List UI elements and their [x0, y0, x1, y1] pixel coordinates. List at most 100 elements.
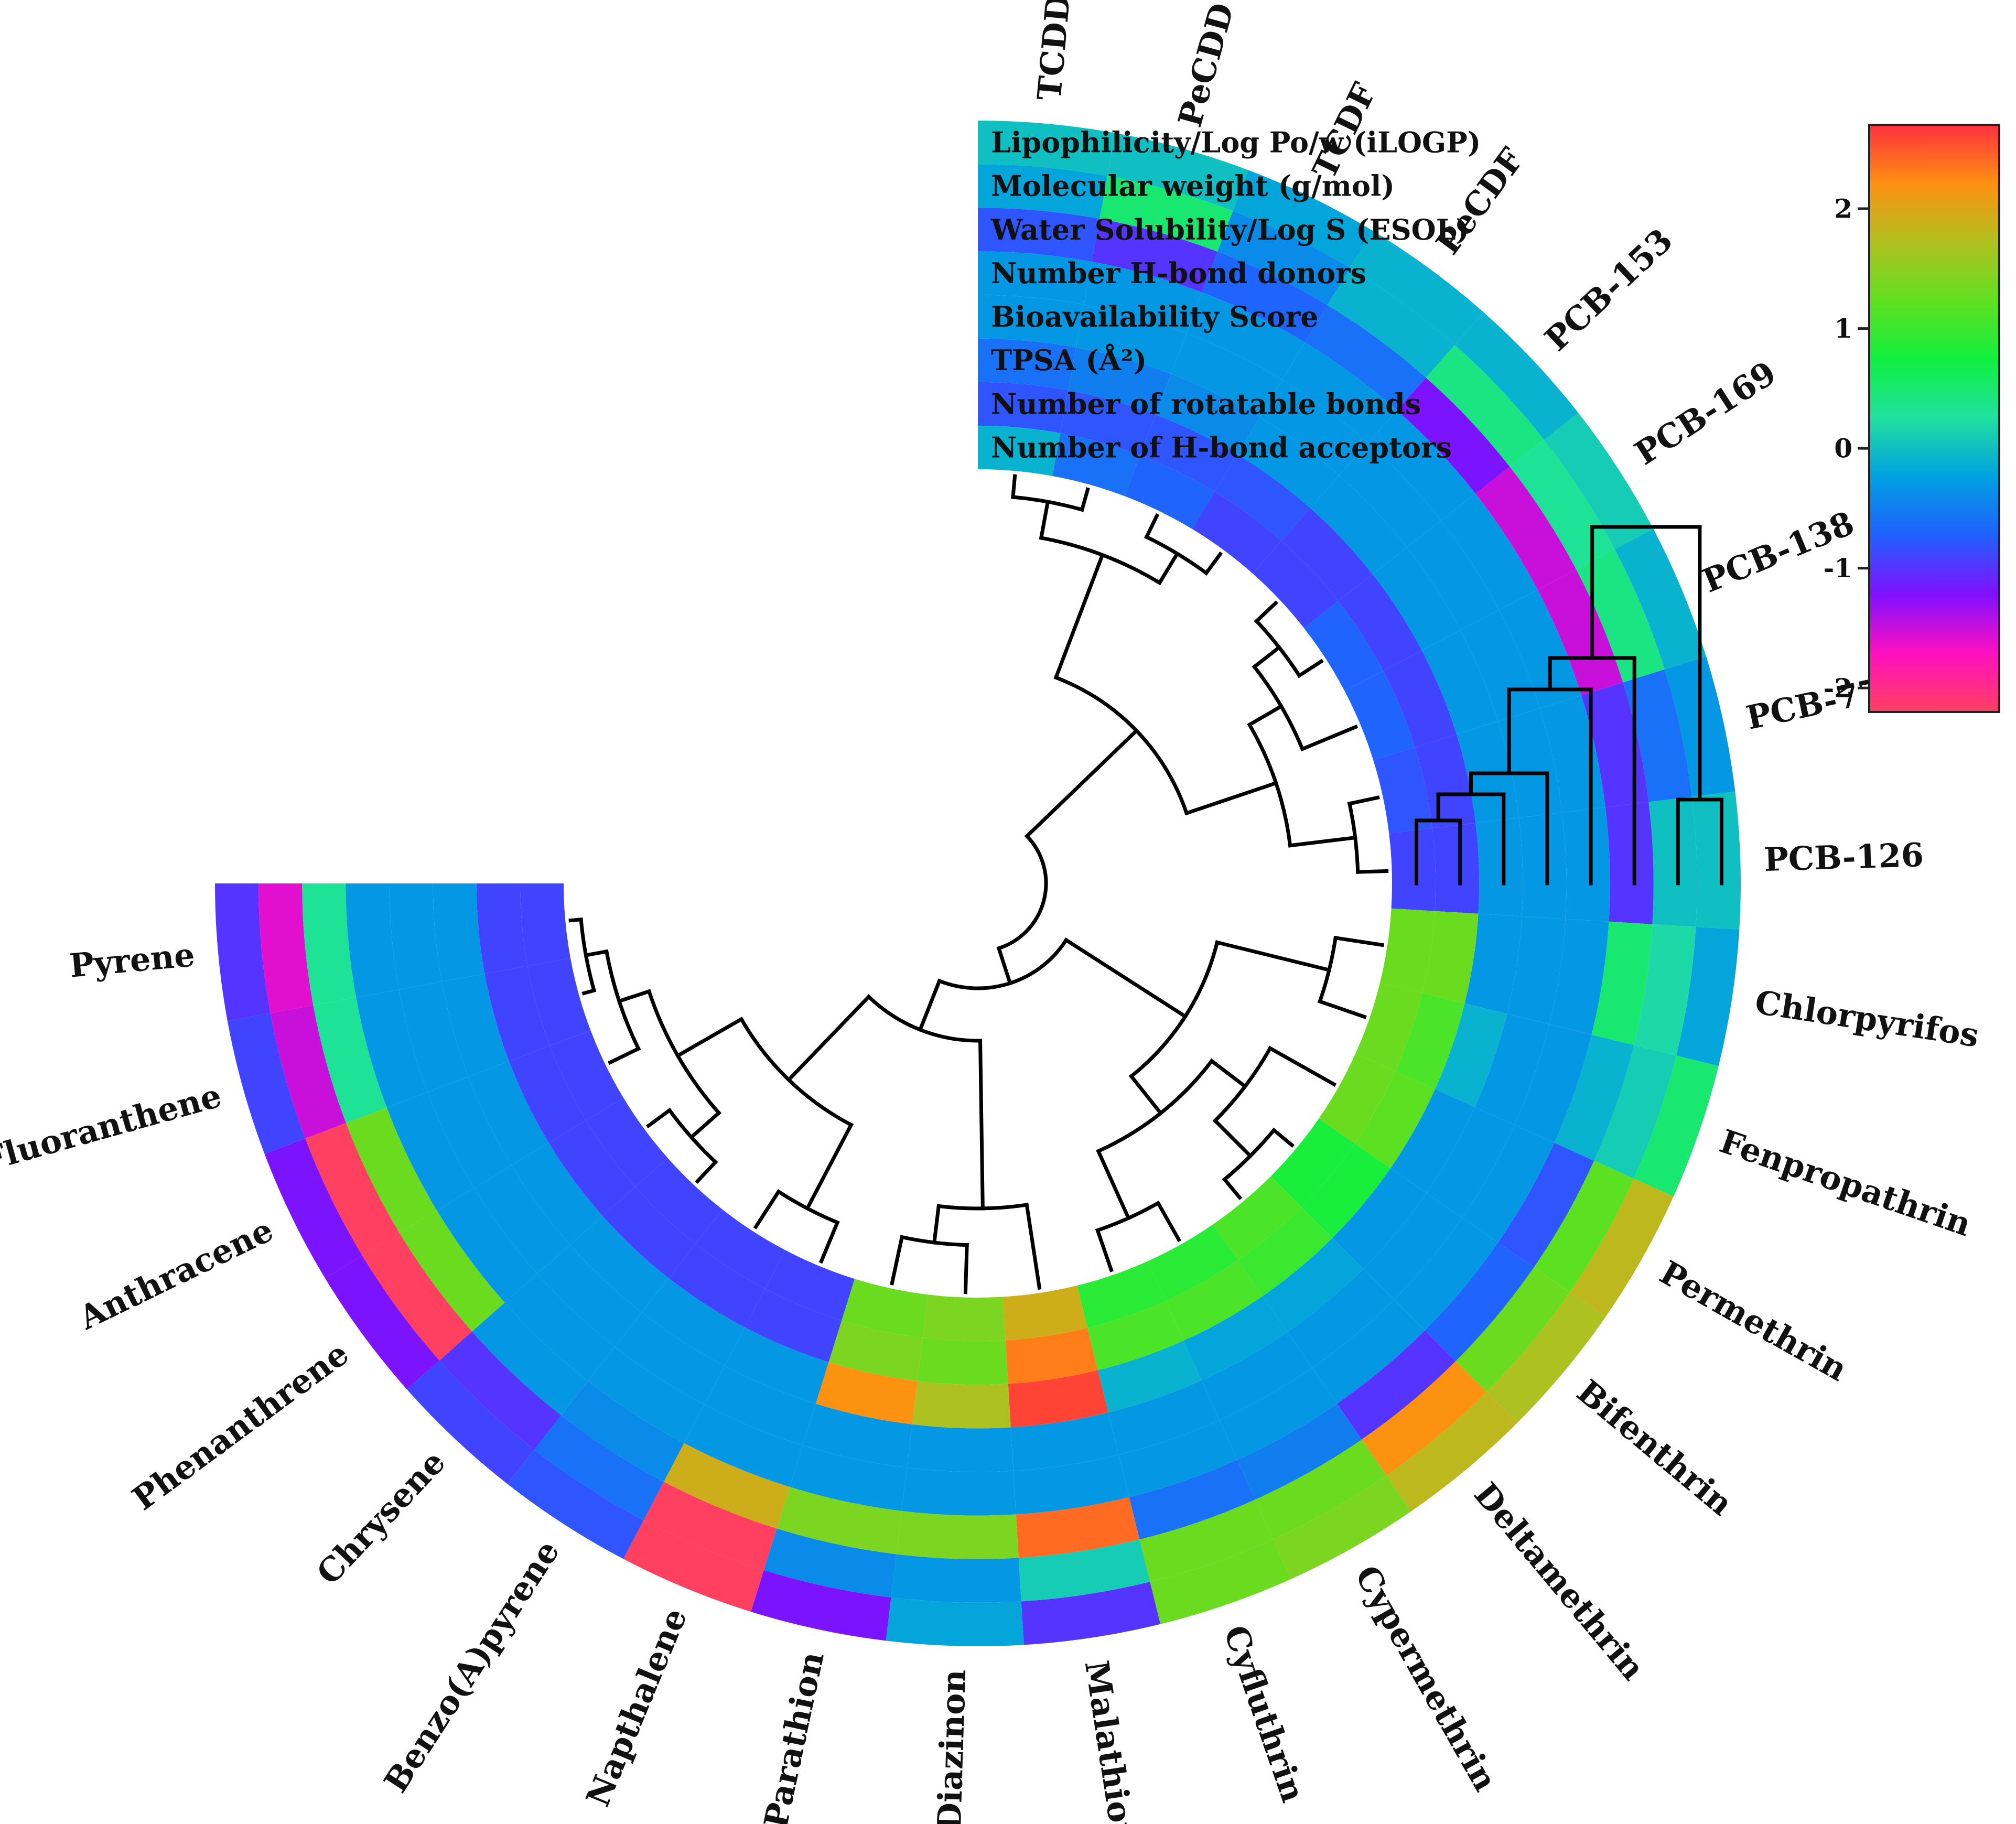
- heatmap-cell-pcb-153-4: [1368, 410, 1476, 521]
- heatmap-cell-anthracene-7: [509, 1045, 586, 1143]
- compound-label-anthracene: Anthracene: [73, 1211, 279, 1337]
- dendrogram-branch: [1080, 487, 1090, 512]
- heatmap-cell-diazinon-6: [912, 1381, 1011, 1429]
- heatmap-cell-fenpropathrin-5: [1474, 1013, 1549, 1125]
- heatmap-cell-napthalene-3: [664, 1443, 790, 1529]
- color-scale-bar: [1868, 124, 2000, 713]
- heatmap-cell-malathion-8: [1002, 1286, 1087, 1341]
- heatmap-cell-fenpropathrin-3: [1554, 1034, 1634, 1161]
- heatmap-cell-pcb-126-6: [1475, 817, 1523, 916]
- compound-label-cyfluthrin: Cyfluthrin: [1216, 1621, 1312, 1807]
- dendrogram-branch: [645, 1107, 672, 1129]
- heatmap-cell-tcdf-3: [1202, 251, 1328, 343]
- heatmap-cell-fluoranthene-7: [484, 966, 550, 1062]
- heatmap-cell-pcb-138-1: [1614, 528, 1707, 670]
- heatmap-cell-pcb-138-5: [1460, 610, 1540, 721]
- heatmap-cell-phenanthrene-7: [548, 1120, 635, 1216]
- heatmap-cell-pcb-77-3: [1581, 682, 1649, 807]
- variable-labels: Lipophilicity/Log Po/w (iLOGP) Molecular …: [990, 126, 1481, 465]
- heatmap-cell-pcb-153-3: [1397, 377, 1510, 494]
- dendrogram-branch: [1215, 940, 1332, 973]
- dendrogram-branch: [978, 1039, 985, 1211]
- heatmap-cell-tcdd-8: [978, 425, 1061, 476]
- heatmap-cell-pcb-138-8: [1344, 671, 1415, 760]
- heatmap-cell-deltamethrin-1: [1386, 1392, 1517, 1512]
- heatmap-cell-pcb-138-6: [1421, 630, 1498, 735]
- dendrogram-branch: [1209, 1058, 1248, 1089]
- heatmap-cell-bifenthrin-6: [1332, 1168, 1427, 1269]
- heatmap-cell-chlorpyrifos-5: [1507, 916, 1566, 1024]
- compound-label-benzo-a-pyrene: Benzo(A)pyrene: [376, 1534, 567, 1799]
- compound-label-tcdd: TCDD: [1030, 0, 1077, 102]
- heatmap-cell-fenpropathrin-6: [1435, 1003, 1507, 1107]
- heatmap-cell-tcdd-2: [978, 164, 1108, 219]
- dendrogram-branch: [818, 1220, 840, 1264]
- dendrogram-branch: [1297, 659, 1324, 678]
- dendrogram-branch: [608, 1046, 641, 1065]
- heatmap-cell-malathion-4: [1013, 1454, 1129, 1515]
- heatmap-cell-chrysene-1: [406, 1360, 534, 1484]
- dendrogram-branch: [1333, 935, 1385, 947]
- heatmap-cell-pcb-77-7: [1415, 734, 1476, 828]
- heatmap-cell-pecdd-2: [1099, 176, 1233, 252]
- heatmap-cell-parathion-8: [842, 1279, 928, 1338]
- heatmap-cell-diazinon-4: [901, 1467, 1016, 1516]
- dendrogram-branch: [918, 978, 942, 1032]
- heatmap-cell-pcb-153-8: [1252, 541, 1339, 628]
- heatmap-cell-bifenthrin-1: [1486, 1292, 1606, 1423]
- heatmap-cell-pyrene-4: [346, 883, 399, 998]
- dendrogram-branch: [1347, 795, 1380, 806]
- heatmap-cell-fenpropathrin-7: [1395, 992, 1465, 1089]
- heatmap-cell-tcdf-5: [1171, 333, 1282, 417]
- heatmap-cell-permethrin-8: [1319, 1053, 1396, 1143]
- heatmap-cell-pcb-126-7: [1432, 823, 1480, 914]
- compound-label-deltamethrin: Deltamethrin: [1467, 1475, 1652, 1687]
- heatmap-cell-phenanthrene-2: [362, 1233, 472, 1361]
- heatmap-cell-cyfluthrin-1: [1150, 1539, 1291, 1624]
- heatmap-cell-tcdf-4: [1187, 292, 1305, 380]
- heatmap-cell-pcb-169-5: [1407, 520, 1499, 630]
- heatmap-cell-cypermethrin-4: [1219, 1367, 1337, 1460]
- dendrogram-branch: [1053, 553, 1105, 680]
- heatmap-cell-cyfluthrin-2: [1139, 1499, 1274, 1582]
- dendrogram-branch: [1039, 500, 1050, 541]
- heatmap-cell-tcdf-6: [1156, 374, 1260, 455]
- heatmap-cell-deltamethrin-4: [1312, 1299, 1425, 1404]
- heatmap-cell-pyrene-3: [302, 883, 357, 1006]
- heatmap-cell-bifenthrin-2: [1456, 1267, 1570, 1393]
- heatmap-cell-cypermethrin-1: [1273, 1475, 1411, 1579]
- dendrogram-branch: [1356, 869, 1389, 874]
- ring-label-8: Number of H-bond acceptors: [991, 430, 1452, 464]
- heatmap-cell-phenanthrene-4: [437, 1188, 537, 1303]
- compound-label-pecdd: PeCDD: [1171, 0, 1242, 131]
- heatmap-cell-pyrene-2: [258, 883, 314, 1013]
- heatmap-cell-pcb-169-2: [1510, 439, 1615, 570]
- heatmap-cell-pcb-138-4: [1498, 589, 1582, 709]
- heatmap-cell-deltamethrin-2: [1362, 1361, 1487, 1476]
- heatmap-cell-anthracene-6: [468, 1061, 549, 1165]
- heatmap-cell-cyfluthrin-3: [1129, 1460, 1255, 1540]
- dendrogram-branch: [1252, 644, 1282, 670]
- dendrogram-branch: [1011, 474, 1017, 499]
- dendrogram-branch: [675, 1017, 744, 1059]
- heatmap-cell-cypermethrin-7: [1166, 1260, 1263, 1341]
- heatmap-cell-diazinon-8: [922, 1294, 1006, 1342]
- compound-label-fluoranthene: Fluoranthene: [0, 1076, 225, 1179]
- heatmap-cell-tcdd-3: [978, 208, 1100, 262]
- heatmap-cell-deltamethrin-7: [1237, 1207, 1333, 1296]
- heatmap-cell-malathion-3: [1016, 1497, 1140, 1558]
- compound-label-chlorpyrifos: Chlorpyrifos: [1752, 983, 1981, 1055]
- heatmap-cell-pcb-153-2: [1426, 345, 1544, 467]
- heatmap-cell-tcdf-7: [1140, 414, 1237, 492]
- dendrogram-branch: [753, 1189, 781, 1229]
- heatmap-cell-pcb-126-4: [1562, 807, 1610, 922]
- heatmap-cell-chlorpyrifos-4: [1549, 919, 1609, 1035]
- heatmap-cell-pecdd-7: [1060, 390, 1156, 456]
- heatmap-cell-pcb-126-3: [1605, 802, 1654, 924]
- heatmap-cell-chlorpyrifos-1: [1676, 926, 1740, 1066]
- dendrogram-branch: [695, 1159, 718, 1184]
- heatmap-cell-diazinon-2: [891, 1554, 1021, 1603]
- heatmap-cell-pcb-77-4: [1539, 695, 1605, 813]
- heatmap-cell-anthracene-4: [386, 1092, 475, 1211]
- heatmap-cell-pcb-77-8: [1373, 747, 1432, 834]
